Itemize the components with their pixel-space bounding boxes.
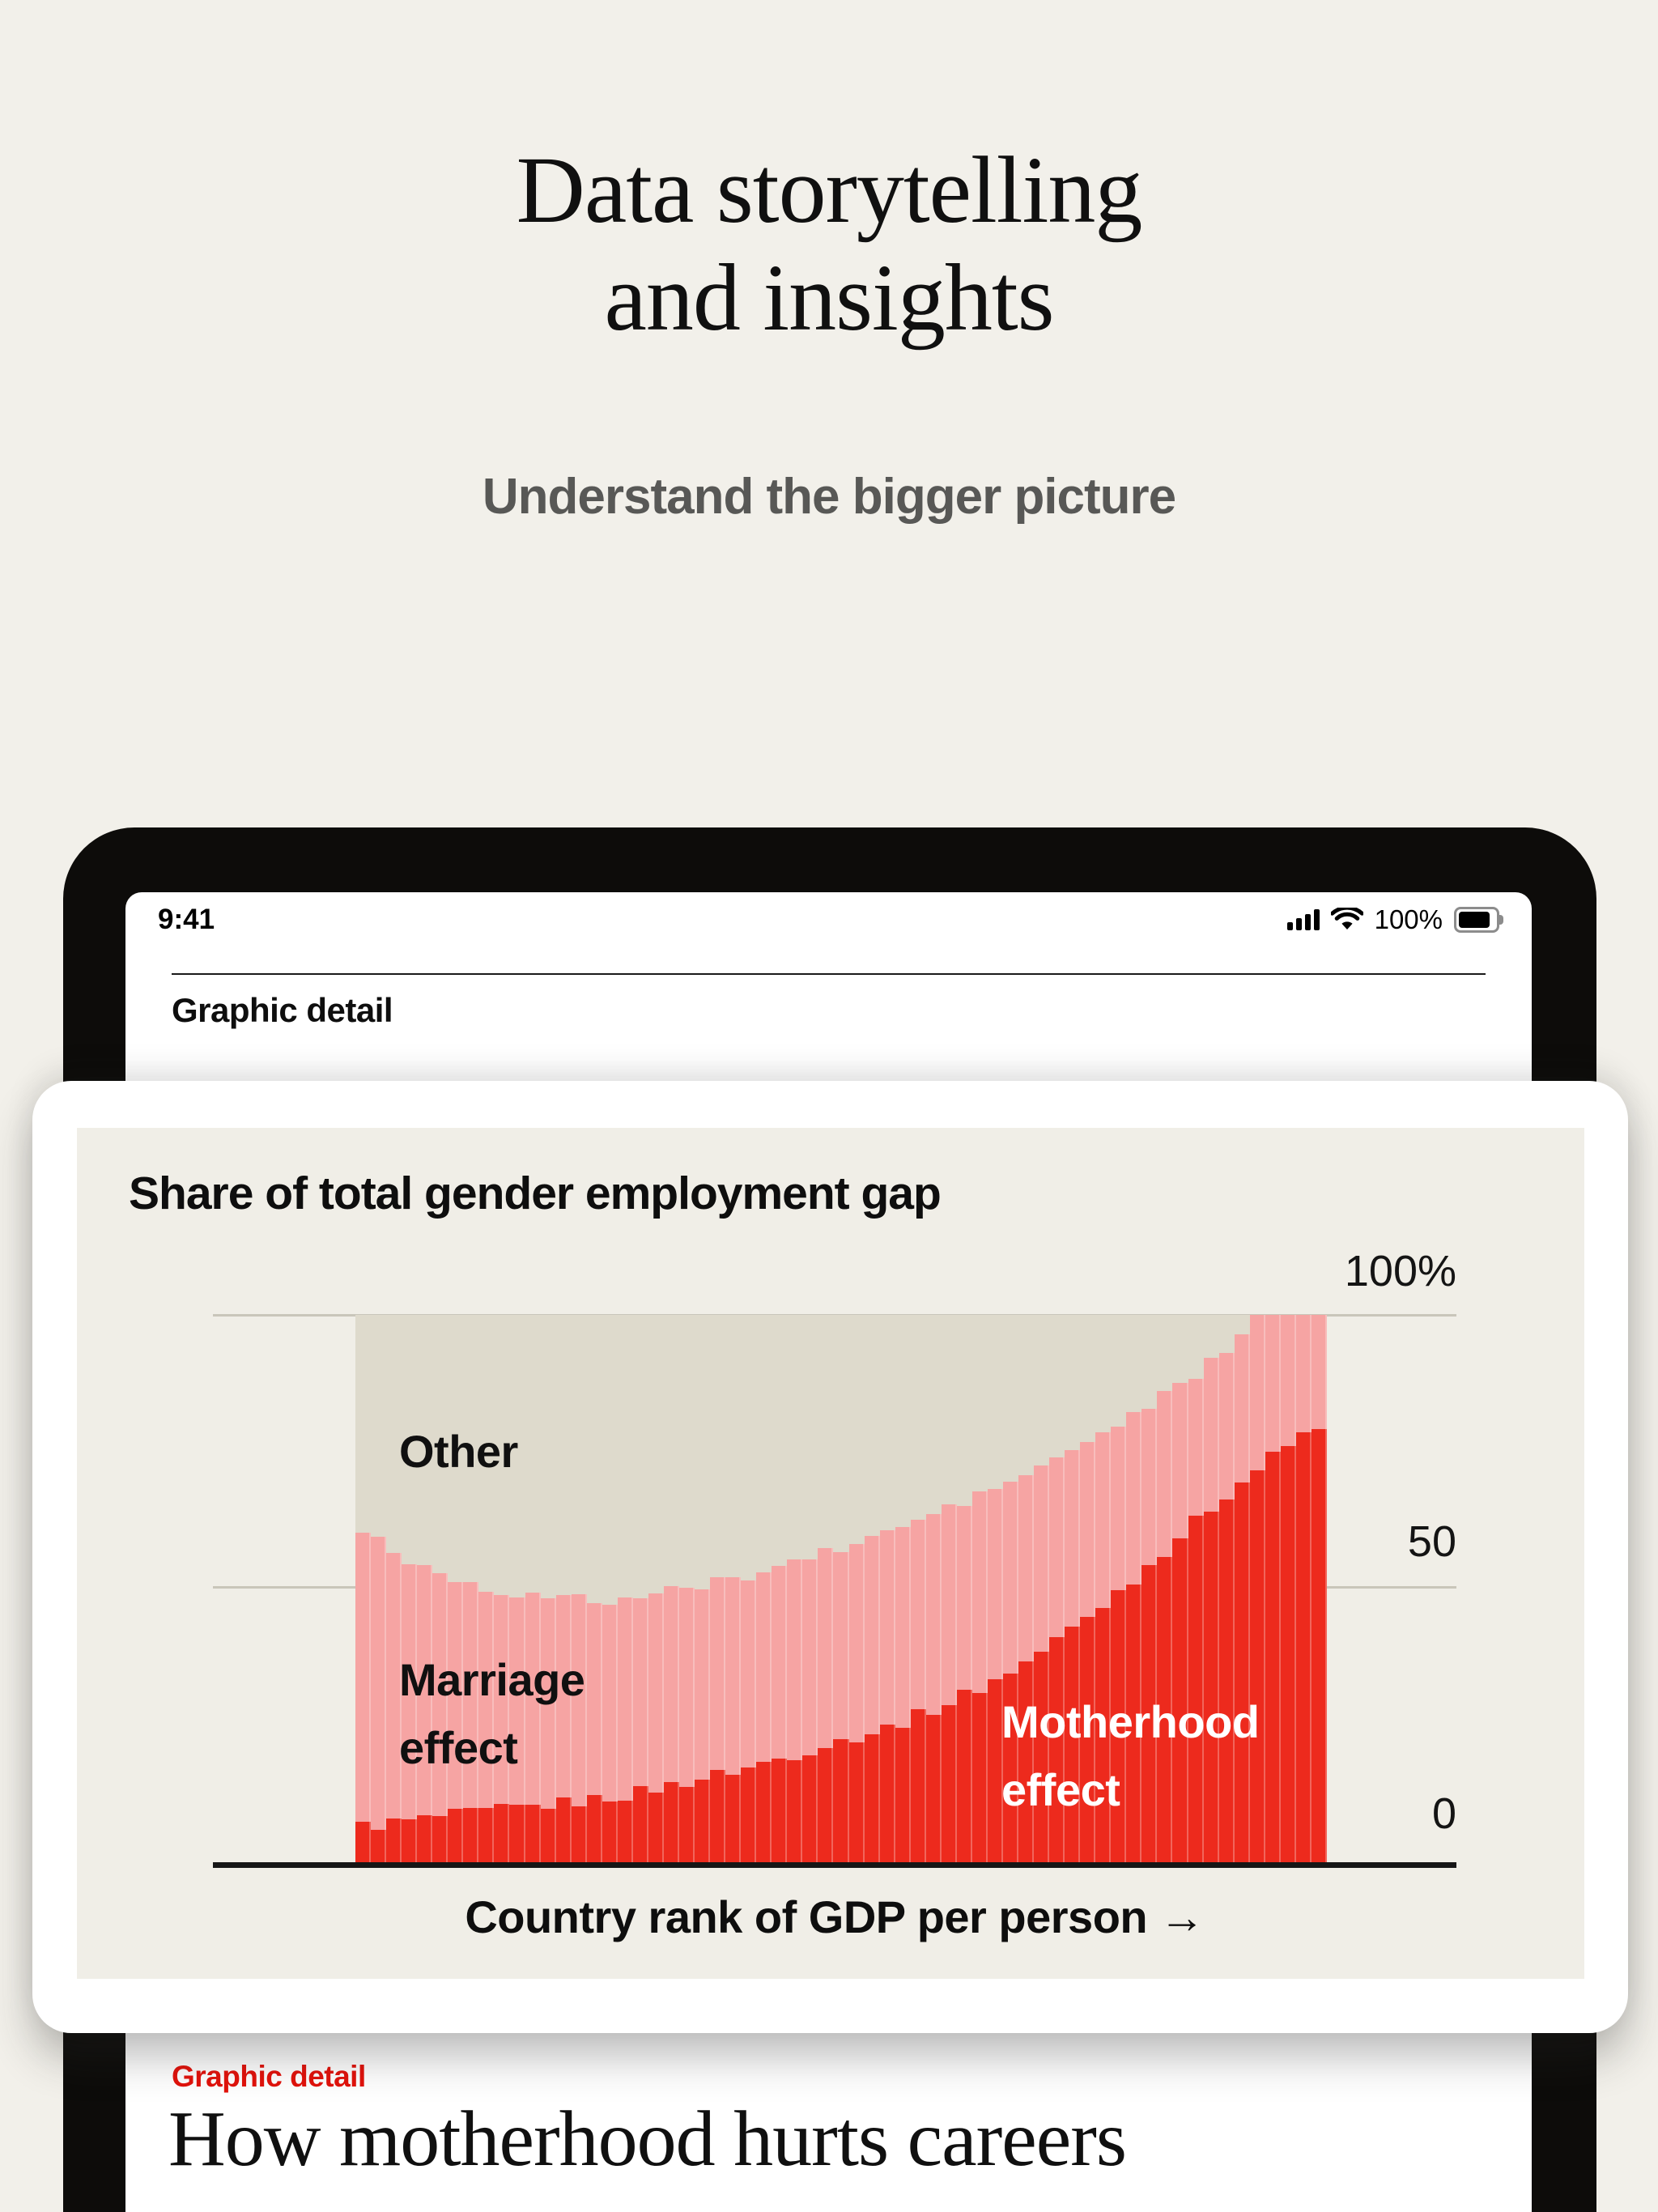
battery-icon [1454,907,1503,933]
country-bar [1203,1315,1219,1865]
country-bar [818,1315,834,1865]
chart-panel: Share of total gender employment gap 100… [77,1128,1584,1979]
country-bar [602,1315,618,1865]
chart-title: Share of total gender employment gap [129,1168,942,1219]
section-header: Graphic detail [172,991,393,1029]
country-bar [402,1315,418,1865]
country-bar [1234,1315,1250,1865]
country-bar [448,1315,464,1865]
country-bar [910,1315,926,1865]
section-divider [172,973,1486,975]
country-bar [355,1315,372,1865]
country-bar [1018,1315,1035,1865]
country-bar [1188,1315,1204,1865]
country-bar [787,1315,803,1865]
country-bar [925,1315,942,1865]
country-bar [1280,1315,1296,1865]
country-bar [1080,1315,1096,1865]
country-bar [971,1315,988,1865]
country-bar [695,1315,711,1865]
country-bar [710,1315,726,1865]
x-axis-label: Country rank of GDP per person → [465,1891,1205,1942]
country-bar [648,1315,664,1865]
country-bar [617,1315,633,1865]
country-bar [525,1315,541,1865]
country-bar [756,1315,772,1865]
page-title: Data storytelling and insights [0,136,1658,352]
country-bar [725,1315,742,1865]
country-bar [1157,1315,1173,1865]
y-tick-100: 100% [1344,1247,1456,1295]
battery-percent-label: 100% [1374,904,1443,934]
cellular-signal-icon [1286,909,1320,930]
country-bar [494,1315,510,1865]
x-axis-line [213,1862,1456,1868]
country-bar [864,1315,880,1865]
country-bar [1002,1315,1019,1865]
country-bar [1249,1315,1265,1865]
chart-card: Share of total gender employment gap 100… [32,1081,1628,2033]
country-bar [371,1315,387,1865]
country-bar [848,1315,865,1865]
country-bar [1172,1315,1188,1865]
label-motherhood-area: Motherhood effect [1001,1696,1260,1815]
status-indicators: 100% [1286,904,1503,936]
country-bar [1311,1315,1327,1865]
label-other-area: Other [399,1426,518,1477]
article-headline[interactable]: How motherhood hurts careers [168,2095,1127,2183]
country-bar [1265,1315,1281,1865]
country-bar [540,1315,556,1865]
country-bar [833,1315,849,1865]
country-bar [586,1315,602,1865]
country-bar [895,1315,911,1865]
country-bar [463,1315,479,1865]
country-bar [1065,1315,1081,1865]
country-bar [1141,1315,1158,1865]
country-bar [802,1315,818,1865]
country-bar [1111,1315,1127,1865]
status-bar: 9:41 100% [125,892,1532,944]
article-kicker[interactable]: Graphic detail [172,2060,366,2093]
country-bar [555,1315,572,1865]
country-bar [1126,1315,1142,1865]
country-bar [956,1315,972,1865]
country-bar [1095,1315,1112,1865]
country-bar [478,1315,495,1865]
country-bar [941,1315,957,1865]
country-bar [417,1315,433,1865]
country-bar [663,1315,679,1865]
country-bar [1295,1315,1312,1865]
country-bar [1034,1315,1050,1865]
country-bar [678,1315,695,1865]
label-marriage-area: Marriage effect [399,1654,585,1773]
country-bar [432,1315,449,1865]
country-bar [772,1315,788,1865]
page-title-line1: Data storytelling [516,137,1143,243]
country-bar [632,1315,648,1865]
country-bar [386,1315,402,1865]
page-title-line2: and insights [604,245,1054,351]
country-bar [987,1315,1003,1865]
country-bar [571,1315,587,1865]
y-tick-50: 50 [1407,1517,1456,1566]
wifi-icon [1330,908,1363,932]
status-time: 9:41 [158,904,215,935]
area-bars [355,1315,1327,1865]
y-tick-0: 0 [1431,1789,1456,1838]
country-bar [509,1315,525,1865]
country-bar [879,1315,895,1865]
page-subtitle: Understand the bigger picture [482,469,1176,525]
country-bar [1218,1315,1235,1865]
country-bar [1049,1315,1065,1865]
country-bar [741,1315,757,1865]
